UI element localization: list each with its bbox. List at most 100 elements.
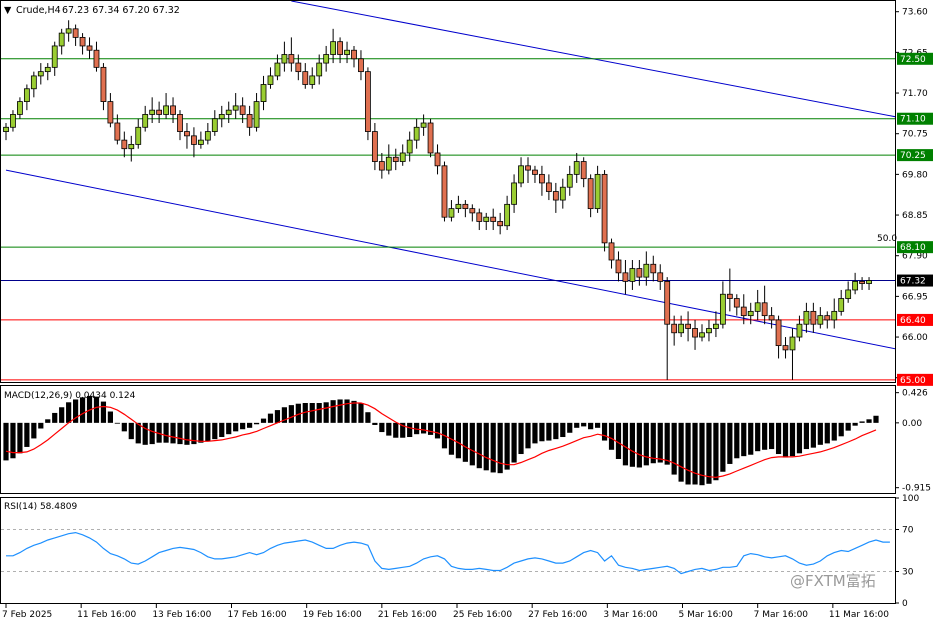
candle-body [344,49,350,55]
macd-bar [546,422,552,441]
candle [309,67,316,89]
candle [643,251,650,286]
candle-body [10,114,16,128]
candle-body [824,315,831,321]
candle-body [170,105,176,115]
candle-body [253,101,260,128]
candle-body [23,88,30,103]
candle [204,123,211,145]
candle-body [427,122,434,154]
header-arrow-icon[interactable]: ▼ [4,5,12,16]
macd-bar [344,399,350,423]
candle [399,144,406,166]
candle-body [177,114,183,132]
macd-bar [824,422,830,444]
macd-bar [100,401,107,423]
candle-body [601,173,608,244]
candle-body [323,54,330,64]
current-price-label: 67.32 [900,277,926,287]
candle-body [274,62,281,77]
candle [441,161,448,222]
rsi-tick-label: 30 [902,568,914,578]
macd-bar [3,422,9,461]
level-tag [897,241,933,254]
horizontal-levels: 72.50 71.10 70.25 68.10 66.40 65.00 67.32 [1,52,933,386]
macd-bar [581,422,587,427]
level-tag [897,112,933,125]
candle-body [44,66,51,73]
candle-body [316,62,323,77]
macd-bar [386,422,392,436]
channel-lines [5,1,895,350]
candle [587,174,594,218]
rsi-tick-label: 0 [902,599,908,609]
macd-bar [351,400,357,423]
macd-bar [114,422,120,424]
macd-bar [615,422,622,459]
candle [246,105,253,136]
macd-bar [720,422,726,472]
candle-body [378,161,385,171]
candle [754,289,761,320]
candle [170,97,176,124]
candle-body [838,298,845,312]
candle [274,54,281,81]
candle-body [831,310,838,321]
macd-bar [260,418,267,423]
candle-body [504,203,511,227]
macd-bar [838,422,844,437]
macd-bar [748,422,754,455]
candle [378,152,385,179]
macd-tick-label: 0.426 [902,389,928,399]
macd-bar [685,422,691,485]
candle-body [469,208,476,214]
candle [197,131,204,149]
candle [135,118,142,149]
candle [733,294,740,316]
macd-bar [240,422,246,430]
macd-bar [73,399,79,423]
macd-bar [789,422,796,457]
macd-bar [518,422,524,455]
candles [3,20,872,380]
candle [678,315,685,338]
candle-body [761,302,768,317]
candle-body [455,203,462,210]
macd-bar [796,422,803,454]
macd-bar [497,422,503,474]
candle [156,101,163,124]
candle-body [156,109,163,115]
candle-body [295,62,302,73]
candle-body [629,268,636,282]
macd-bar [149,422,155,445]
candle-body [713,323,719,329]
candle [615,251,622,282]
price-tick-label: 68.85 [902,211,928,221]
macd-bar [198,422,204,443]
price-tick-label: 71.70 [902,89,928,99]
candle [859,277,865,290]
candle-body [789,336,796,351]
candle [782,337,789,359]
candle [845,281,852,303]
candle-body [420,122,427,128]
candle-body [483,216,490,222]
macd-bar [121,422,127,432]
candle-body [803,310,810,325]
channel-line-1 [5,169,895,350]
candle-body [539,173,545,184]
macd-bar [107,411,113,423]
candle-body [385,156,392,171]
candle-body [525,165,531,171]
macd-bar [588,422,594,430]
macd-bar [650,422,656,464]
macd-bar [595,422,601,428]
candle-body [288,54,295,64]
level-tag [897,149,933,162]
candle [72,24,79,46]
macd-bar [372,422,378,425]
candle [726,268,733,312]
candle-body [79,36,86,47]
candle-body [107,101,114,124]
macd-bar [462,422,468,462]
